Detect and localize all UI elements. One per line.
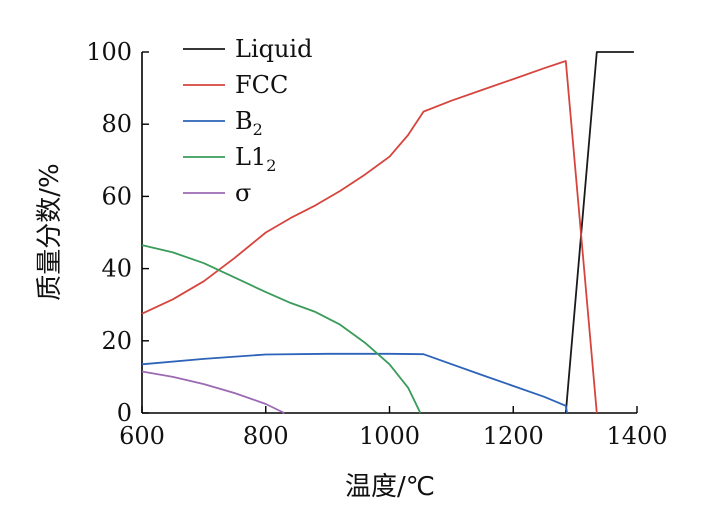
y-axis-title: 质量分数/% (35, 163, 65, 300)
legend-label: B2 (235, 107, 263, 139)
y-tick-label: 100 (86, 38, 132, 66)
y-axis-ticks: 0 20 40 60 80 100 (86, 38, 149, 427)
series-line-l12 (141, 244, 422, 414)
legend-label: FCC (235, 71, 288, 99)
series-line-liquid (564, 51, 634, 414)
y-tick-label: 60 (101, 182, 132, 210)
y-tick-label: 80 (101, 110, 132, 138)
legend-label: L12 (235, 143, 276, 175)
x-axis-ticks: 600 800 1000 1200 1400 (119, 406, 668, 450)
x-tick-label: 1000 (359, 422, 420, 450)
series-layer (141, 51, 634, 414)
series-line-b2 (141, 352, 568, 414)
y-tick-label: 20 (101, 327, 132, 355)
x-tick-label: 600 (119, 422, 165, 450)
legend-label: Liquid (235, 35, 312, 63)
legend-label: σ (235, 179, 251, 207)
legend: Liquid FCC B2 L12 σ (183, 35, 312, 207)
x-axis-title: 温度/℃ (345, 472, 435, 502)
x-tick-label: 1400 (606, 422, 667, 450)
y-tick-label: 0 (117, 399, 132, 427)
series-line- (141, 370, 285, 414)
y-tick-label: 40 (101, 255, 132, 283)
x-tick-label: 1200 (483, 422, 544, 450)
series-line-fcc (141, 60, 598, 414)
x-tick-label: 800 (243, 422, 289, 450)
